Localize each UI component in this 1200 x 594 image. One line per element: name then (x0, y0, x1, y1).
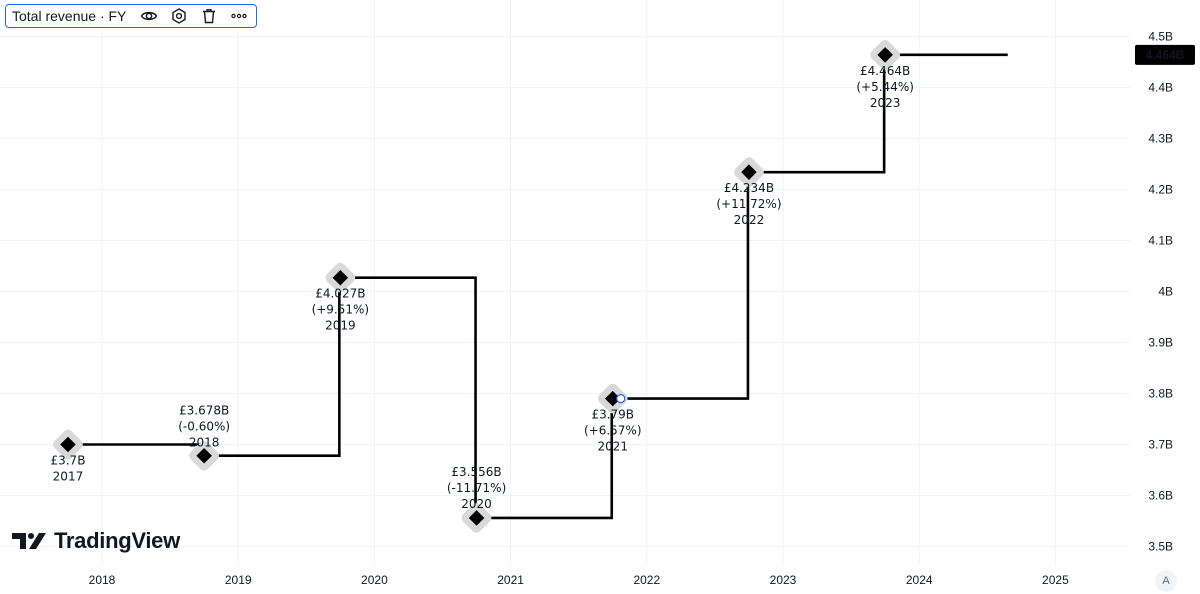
y-tick-label: 4.2B (1148, 183, 1173, 197)
crosshair-point (616, 394, 626, 404)
y-tick-label: 4.5B (1148, 30, 1173, 44)
data-label-value: £3.556B (451, 465, 501, 479)
legend-title: Total revenue · FY (12, 8, 127, 24)
data-label-change: (+9.51%) (312, 303, 370, 317)
y-tick-label: 4.1B (1148, 234, 1173, 248)
x-tick-label: 2018 (89, 573, 116, 587)
last-value-badge (1135, 44, 1195, 65)
revenue-step-line[interactable] (67, 53, 1008, 520)
data-point-marker[interactable] (196, 447, 212, 464)
more-icon[interactable] (228, 5, 250, 27)
x-tick-label: 2023 (770, 573, 797, 587)
x-tick-label: 2020 (361, 573, 388, 587)
last-value-label: 4.464B (1146, 48, 1185, 62)
data-label-year: 2020 (461, 497, 492, 511)
y-tick-label: 3.7B (1148, 438, 1173, 452)
data-label-change: (+6.57%) (584, 424, 642, 438)
data-label-value: £3.678B (179, 404, 229, 418)
data-label-change: (-0.60%) (178, 420, 230, 434)
data-point-marker[interactable] (741, 164, 757, 180)
data-label-year: 2023 (870, 96, 901, 110)
eye-icon[interactable] (138, 5, 160, 27)
y-tick-label: 3.8B (1148, 387, 1173, 401)
data-label-change: (-11.71%) (447, 481, 506, 495)
data-label-value: £4.464B (860, 64, 910, 78)
logo-text: TradingView (54, 528, 180, 553)
data-label-year: 2018 (189, 436, 220, 450)
data-label-year: 2019 (325, 319, 356, 333)
y-tick-label: 4.3B (1148, 132, 1173, 146)
y-tick-label: 3.9B (1148, 336, 1173, 350)
y-tick-label: 3.6B (1148, 489, 1173, 503)
data-label-year: 2022 (734, 213, 765, 227)
y-tick-label: 3.5B (1148, 540, 1173, 554)
x-tick-label: 2024 (906, 573, 933, 587)
settings-icon[interactable] (168, 5, 190, 27)
series-legend[interactable]: Total revenue · FY (5, 4, 258, 28)
x-tick-label: 2022 (633, 573, 660, 587)
data-label-change: (+11.72%) (716, 197, 781, 211)
tradingview-logo-icon (12, 533, 46, 549)
data-label-year: 2017 (53, 470, 84, 484)
data-label-value: £4.027B (315, 287, 365, 301)
data-label-year: 2021 (597, 440, 628, 454)
x-tick-label: 2019 (225, 573, 252, 587)
x-tick-label: 2025 (1042, 573, 1069, 587)
y-tick-label: 4.4B (1148, 81, 1173, 95)
tradingview-logo[interactable]: TradingView (12, 528, 180, 554)
auto-scale-button[interactable]: A (1155, 570, 1177, 592)
data-label-value: £4.234B (724, 181, 774, 195)
data-label-change: (+5.44%) (856, 80, 914, 94)
x-tick-label: 2021 (497, 573, 524, 587)
data-label-value: £3.7B (50, 454, 85, 468)
trash-icon[interactable] (198, 5, 220, 27)
data-label-value: £3.79B (591, 408, 634, 422)
y-tick-label: 4B (1158, 285, 1173, 299)
